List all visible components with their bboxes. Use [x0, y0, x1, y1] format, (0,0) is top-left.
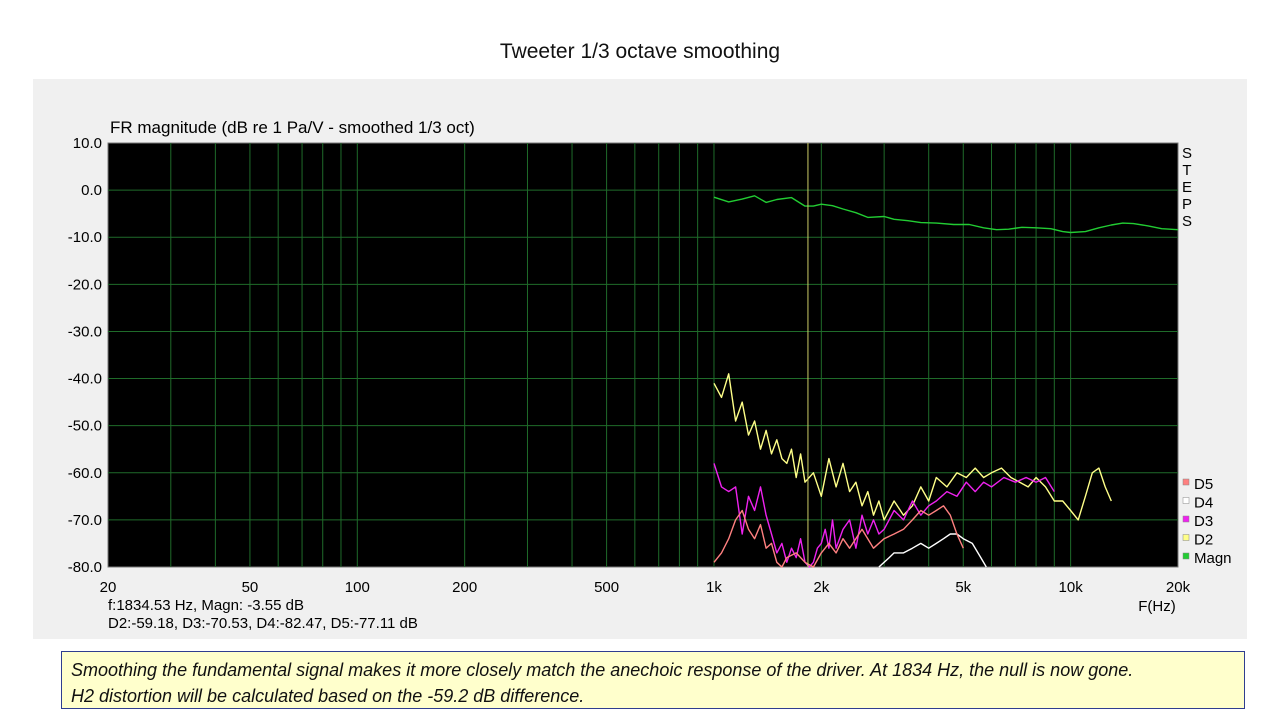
caption-line2: H2 distortion will be calculated based o…: [71, 686, 585, 706]
caption-line1: Smoothing the fundamental signal makes i…: [71, 660, 1134, 680]
steps-label: STEPS: [1181, 145, 1192, 230]
cursor-readout-line1: f:1834.53 Hz, Magn: -3.55 dB: [108, 597, 304, 614]
chart-title: FR magnitude (dB re 1 Pa/V - smoothed 1/…: [110, 118, 475, 137]
cursor-readout-line2: D2:-59.18, D3:-70.53, D4:-82.47, D5:-77.…: [108, 615, 418, 632]
analyzer-panel: [33, 79, 1247, 639]
slide-title: Tweeter 1/3 octave smoothing: [499, 40, 781, 63]
caption-box: Smoothing the fundamental signal makes i…: [61, 651, 1245, 709]
